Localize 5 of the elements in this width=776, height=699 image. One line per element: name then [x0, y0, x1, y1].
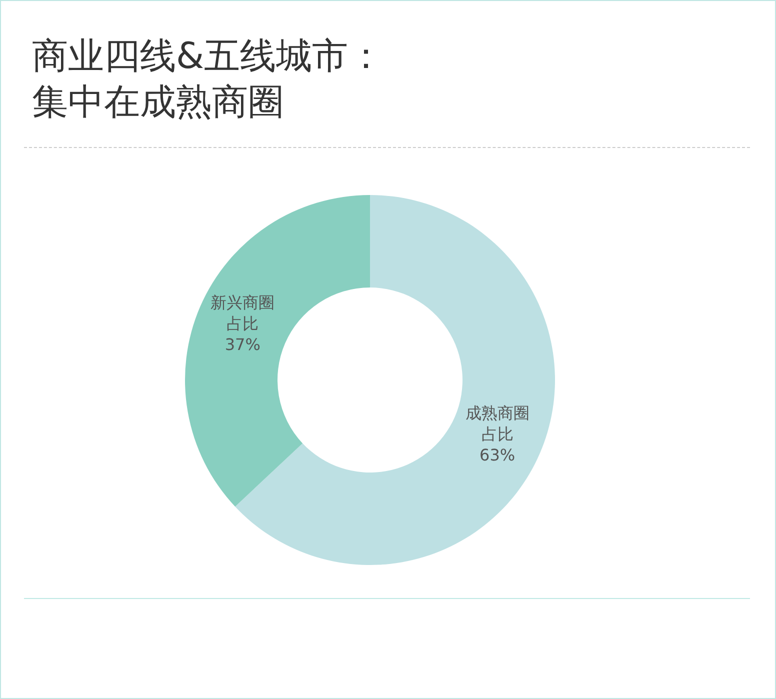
slice-label: 新兴商圈占比	[210, 293, 275, 334]
slice-label: 成熟商圈占比	[465, 403, 530, 444]
data-label: 63%	[480, 445, 516, 464]
data-label: 37%	[224, 335, 260, 354]
chart-title: 商业四线&五线城市：集中在成熟商圈	[32, 35, 386, 125]
